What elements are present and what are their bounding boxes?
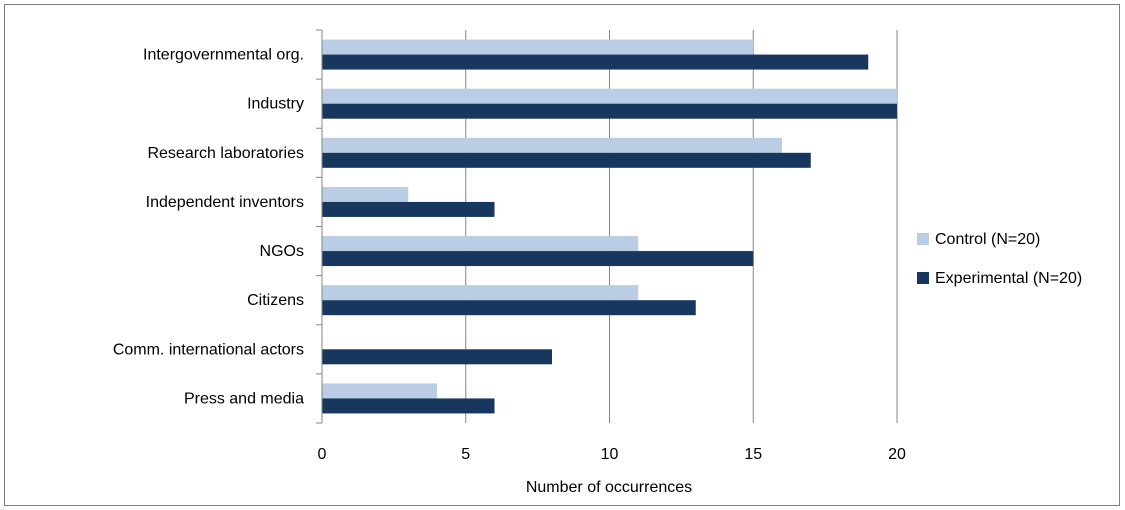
bar-experimental [322,398,495,414]
bar-control [322,383,437,399]
bar-control [322,285,639,301]
x-tick-label: 15 [744,446,762,463]
category-label: Independent inventors [146,194,304,211]
x-tick-label: 5 [461,446,470,463]
category-label: NGOs [260,243,304,260]
legend-swatch-control [917,233,929,245]
bar-experimental [322,300,696,316]
bar-control [322,186,409,202]
legend-label-experimental: Experimental (N=20) [935,270,1082,287]
x-axis-title: Number of occurrences [526,479,692,496]
category-label: Comm. international actors [113,341,304,358]
bar-control [322,88,897,104]
legend-swatch-experimental [917,272,929,284]
bar-experimental [322,103,897,119]
bar-control [322,236,639,252]
category-label: Industry [247,96,304,113]
x-tick-label: 20 [888,446,906,463]
legend-label-control: Control (N=20) [935,231,1040,248]
bar-experimental [322,201,495,217]
bar-experimental [322,152,811,168]
x-tick-label: 0 [318,446,327,463]
bar-control [322,39,754,55]
category-labels: Intergovernmental org. Industry Research l… [113,47,304,408]
x-tick-labels: 0 5 10 15 20 [318,446,906,463]
category-label: Research laboratories [147,145,304,162]
axes [316,29,323,424]
category-label: Citizens [247,292,304,309]
bars [322,39,897,414]
x-tick-label: 10 [601,446,619,463]
category-label: Press and media [184,390,304,407]
category-label: Intergovernmental org. [143,47,304,64]
bar-experimental [322,251,754,267]
bar-control [322,137,782,153]
legend: Control (N=20) Experimental (N=20) [917,231,1082,287]
bar-experimental [322,349,552,365]
bar-experimental [322,54,869,70]
